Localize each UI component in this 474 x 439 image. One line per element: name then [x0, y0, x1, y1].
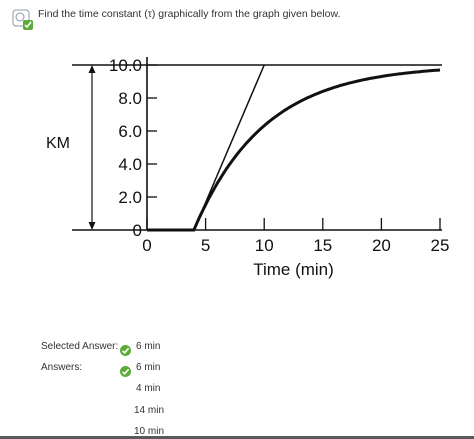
correct-check-icon [120, 366, 131, 377]
question-text: Find the time constant (τ) graphically f… [38, 8, 341, 20]
y-tick-label: 0 [133, 221, 142, 240]
x-tick-label: 15 [313, 236, 332, 255]
x-tick-label: 0 [142, 236, 151, 255]
answer-option: 6 min [136, 362, 161, 373]
chart-labels: 0 2.0 4.0 6.0 8.0 10.0 0 5 10 15 20 25 Time (min) KM [46, 56, 449, 279]
x-tick-label: 20 [372, 236, 391, 255]
y-tick-label: 2.0 [118, 188, 142, 207]
km-arrow-up-icon [88, 65, 96, 73]
selected-answer-label: Selected Answer: [41, 341, 119, 352]
tangent-line [193, 64, 265, 231]
y-tick-label: 6.0 [118, 122, 142, 141]
chart-ticks [146, 64, 441, 231]
x-axis-label: Time (min) [253, 260, 334, 279]
answer-option: 4 min [136, 383, 161, 394]
answer-option: 10 min [134, 426, 165, 437]
y-tick-label: 8.0 [118, 89, 142, 108]
y-tick-label: 10.0 [109, 56, 142, 75]
response-curve [147, 68, 441, 232]
chart-series [147, 64, 441, 232]
step-response-graph: 0 2.0 4.0 6.0 8.0 10.0 0 5 10 15 20 25 Time (min) KM [46, 56, 449, 279]
x-tick-label: 10 [255, 236, 274, 255]
question-complete-icon [12, 9, 33, 30]
km-arrow-down-icon [88, 222, 96, 230]
selected-answer-value: 6 min [136, 341, 161, 352]
answers-label: Answers: [41, 362, 83, 373]
bottom-divider [0, 436, 474, 439]
chart-axes [72, 57, 442, 231]
correct-check-icon [120, 345, 131, 356]
x-tick-label: 25 [431, 236, 450, 255]
answer-option: 14 min [134, 405, 165, 416]
km-label: KM [46, 135, 70, 152]
x-tick-label: 5 [201, 236, 210, 255]
y-tick-label: 4.0 [118, 155, 142, 174]
